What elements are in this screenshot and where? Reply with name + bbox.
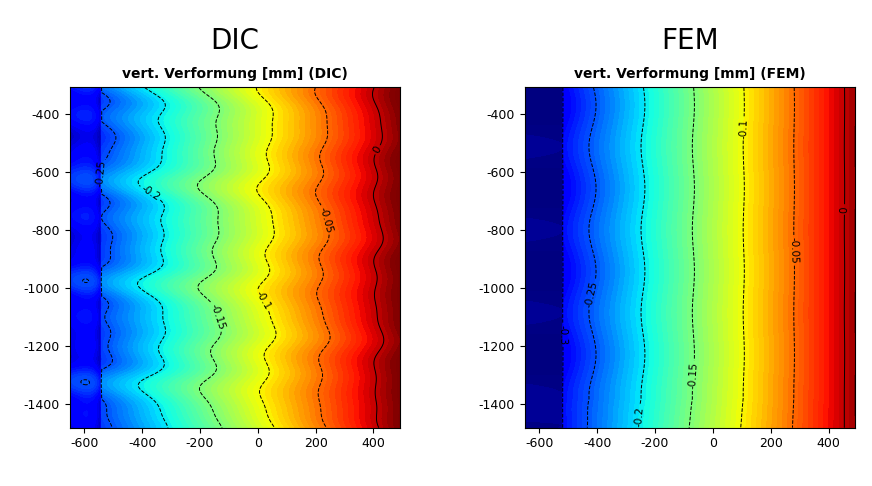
Text: -0.2: -0.2 [139,184,161,203]
Title: DIC: DIC [210,27,259,54]
Text: -0.1: -0.1 [254,289,272,312]
Text: -0.15: -0.15 [687,362,699,389]
Text: -0.2: -0.2 [633,406,644,427]
Text: vert. Verformung [mm] (FEM): vert. Verformung [mm] (FEM) [574,67,806,81]
Text: vert. Verformung [mm] (DIC): vert. Verformung [mm] (DIC) [122,67,348,81]
Text: -0.15: -0.15 [208,302,227,331]
Title: FEM: FEM [661,27,719,54]
Text: 0: 0 [840,206,849,213]
Text: -0.1: -0.1 [739,118,749,139]
Text: -0.05: -0.05 [317,206,334,234]
Text: -0.05: -0.05 [789,237,800,264]
Text: -0.3: -0.3 [558,325,568,345]
Text: -0.25: -0.25 [95,160,108,188]
Text: 0: 0 [371,144,384,155]
Text: -0.25: -0.25 [584,280,600,309]
